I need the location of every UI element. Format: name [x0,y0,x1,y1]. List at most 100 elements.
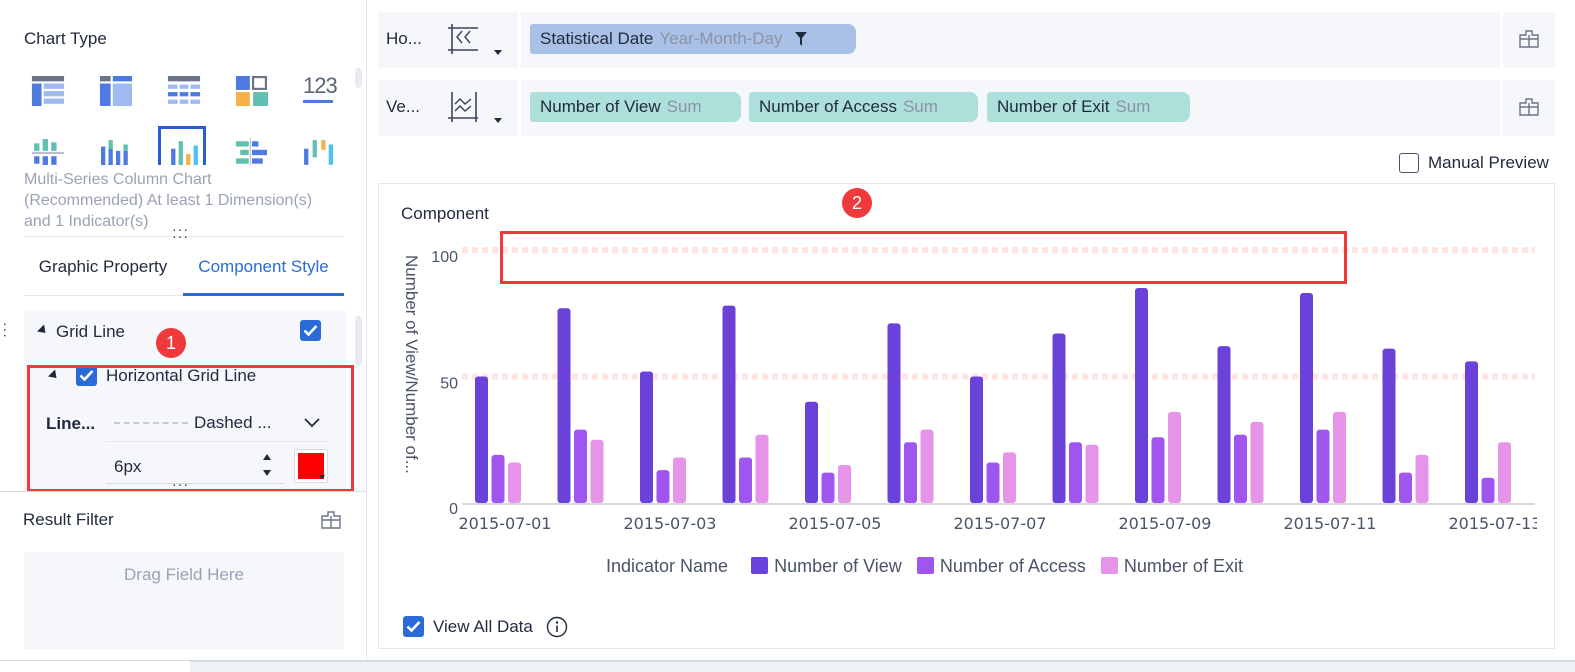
bar-number-of-access[interactable] [821,472,835,503]
bar-number-of-access[interactable] [1234,434,1247,503]
bar-number-of-view[interactable] [475,376,488,504]
legend-item-number-of-view[interactable]: Number of View [751,556,902,577]
resize-handle-icon[interactable]: ··· [172,221,189,237]
x-tick-label: 2015-07-13 [1449,514,1542,533]
bar-number-of-exit[interactable] [590,439,604,503]
bar-number-of-exit[interactable] [755,434,769,503]
bar-number-of-view[interactable] [1465,361,1478,503]
bar-number-of-access[interactable] [1316,429,1330,503]
bar-number-of-exit[interactable] [1415,454,1429,503]
field-pill-number-of-access[interactable]: Number of Access Sum [749,92,978,122]
color-caret-icon [319,475,325,479]
component-title: Component [401,204,489,223]
bar-number-of-exit[interactable] [1333,411,1346,503]
bar-number-of-exit[interactable] [1168,411,1181,503]
info-icon[interactable] [546,616,568,638]
tab-graphic-property[interactable]: Graphic Property [38,257,168,276]
bar-number-of-exit[interactable] [508,462,521,503]
toolbox-icon[interactable] [1519,98,1539,116]
filter-icon[interactable] [795,32,808,46]
field-pill-number-of-view[interactable]: Number of View Sum [530,92,741,122]
bar-number-of-exit[interactable] [1498,442,1511,503]
manual-preview-checkbox[interactable] [1399,153,1419,173]
bar-number-of-access[interactable] [1399,472,1412,503]
bar-number-of-view[interactable] [1135,287,1148,503]
dashboard-kpi-icon[interactable] [234,76,270,106]
bar-number-of-access[interactable] [656,470,670,503]
legend-item-number-of-access[interactable]: Number of Access [916,556,1086,577]
grouped-table-icon[interactable] [98,76,134,106]
bar-number-of-exit[interactable] [1085,444,1099,503]
chart-type-scrollbar[interactable] [355,68,362,88]
toolbox-icon[interactable] [1519,30,1539,48]
bar-number-of-view[interactable] [970,376,983,504]
chart-clip [1537,510,1554,540]
y-tick-label: 100 [431,249,458,266]
horizontal-axis-icon[interactable] [448,24,480,54]
line-width-stepper[interactable]: 6px [106,450,284,484]
bar-number-of-access[interactable] [1069,442,1082,503]
resize-handle-icon[interactable]: ··· [172,228,189,244]
horizontal-grid-line-checkbox[interactable] [76,365,97,386]
legend-item-number-of-exit[interactable]: Number of Exit [1100,556,1243,577]
grouped-column-icon[interactable] [98,138,134,165]
bar-number-of-view[interactable] [1217,346,1231,503]
x-tick-label: 2015-07-05 [789,514,882,533]
x-tick-label: 2015-07-07 [954,514,1047,533]
bar-number-of-view[interactable] [1382,348,1396,503]
chart-type-grid: 123 [24,70,344,165]
line-type-select[interactable]: Dashed ... [106,404,330,442]
bar-number-of-access[interactable] [986,462,1000,503]
bar-number-of-exit[interactable] [1250,422,1264,503]
vertical-axis-icon[interactable] [448,92,480,122]
bar-number-of-access[interactable] [1151,437,1165,503]
bar-chart-icon[interactable] [234,138,270,165]
bar-number-of-access[interactable] [1481,477,1495,503]
bar-number-of-exit[interactable] [673,457,686,503]
bar-number-of-exit[interactable] [838,465,851,503]
bar-number-of-access[interactable] [574,429,587,503]
toolbox-icon[interactable] [321,511,341,529]
detail-table-icon[interactable] [166,76,202,106]
multi-series-column-icon[interactable] [166,138,202,165]
property-scrollbar[interactable] [355,316,362,366]
grid-line-checkbox[interactable] [300,320,321,341]
axis-type-dropdown-icon[interactable] [494,50,502,55]
bar-number-of-view[interactable] [1052,333,1066,503]
tab-component-style[interactable]: Component Style [183,246,344,296]
view-all-data-checkbox[interactable] [403,616,424,637]
horizontal-axis-row: Ho... Statistical Date Year-Month-Day [378,12,1555,68]
legend-swatch [751,557,769,574]
divider [518,12,521,68]
horizontal-scrollbar[interactable] [190,660,1575,672]
bar-number-of-view[interactable] [557,308,571,503]
chart-type-title: Chart Type [24,29,107,48]
bar-number-of-view[interactable] [887,323,901,503]
bar-number-of-exit[interactable] [920,429,934,503]
bar-number-of-access[interactable] [904,442,917,503]
bar-number-of-exit[interactable] [1003,452,1016,503]
axis-type-dropdown-icon[interactable] [494,118,502,123]
chevron-down-icon [304,418,320,428]
resize-handle-icon[interactable]: ··· [172,476,189,492]
result-filter-drop-zone[interactable]: Drag Field Here [24,552,344,649]
cross-table-icon[interactable] [30,76,66,106]
stacked-column-icon[interactable] [30,138,66,165]
field-pill-statistical-date[interactable]: Statistical Date Year-Month-Day [530,24,856,54]
bar-number-of-view[interactable] [722,305,736,503]
vertical-axis-label: Ve... [386,97,421,116]
bar-number-of-access[interactable] [491,454,505,503]
bar-number-of-view[interactable] [805,401,818,503]
bar-number-of-access[interactable] [739,457,752,503]
bar-number-of-view[interactable] [640,371,653,503]
x-tick-label: 2015-07-01 [459,514,552,533]
waterfall-column-icon[interactable] [300,138,336,165]
bar-number-of-view[interactable] [1300,293,1313,503]
field-pill-number-of-exit[interactable]: Number of Exit Sum [987,92,1190,122]
decrement-arrow-icon[interactable] [263,470,271,476]
number-card-icon[interactable]: 123 [300,73,338,105]
increment-arrow-icon[interactable] [263,454,271,460]
chart-type-description: Multi-Series Column Chart (Recommended) … [24,171,313,230]
grid-color-picker[interactable] [294,449,328,483]
